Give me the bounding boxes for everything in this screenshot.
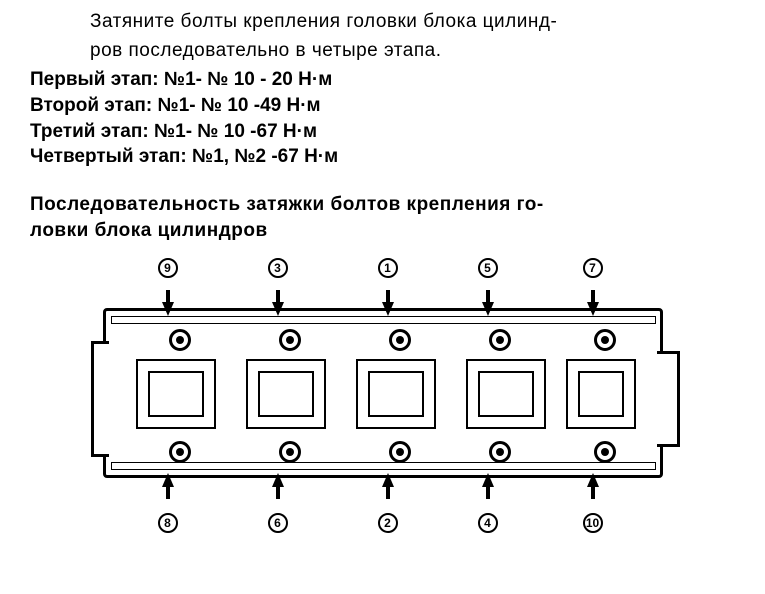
step-3-value: №1- № 10 -67 Н·м [154,121,317,142]
bolt-label-6: 6 [268,513,288,533]
arrow-down-icon [587,302,599,316]
bolt-label-4: 4 [478,513,498,533]
engine-block-outline [103,308,663,478]
sequence-title-line1: Последовательность затяжки болтов крепле… [30,192,745,218]
cylinder-2 [246,359,326,429]
cylinder-4 [466,359,546,429]
bolt-label-1: 1 [378,258,398,278]
arrow-up-icon [587,473,599,487]
step-2: Второй этап: №1- № 10 -49 Н·м [30,93,745,119]
bolt-label-7: 7 [583,258,603,278]
intro-text-line2: ров последовательно в четыре этапа. [90,39,745,64]
arrow-down-icon [272,302,284,316]
cylinder-3 [356,359,436,429]
arrow-down-icon [482,302,494,316]
bolt-label-10: 10 [583,513,603,533]
step-1: Первый этап: №1- № 10 - 20 Н·м [30,67,745,93]
bolt-hole-8 [169,441,191,463]
bolt-hole-4 [489,441,511,463]
bolt-label-2: 2 [378,513,398,533]
step-3-label: Третий этап: [30,121,149,142]
cylinder-5 [566,359,636,429]
arrow-up-icon [482,473,494,487]
bolt-label-9: 9 [158,258,178,278]
bolt-hole-10 [594,441,616,463]
step-3: Третий этап: №1- № 10 -67 Н·м [30,119,745,145]
step-4-label: Четвертый этап: [30,146,187,167]
bolt-hole-6 [279,441,301,463]
intro-text-line1: Затяните болты крепления головки блока ц… [90,10,745,35]
bolt-hole-9 [169,329,191,351]
step-2-value: №1- № 10 -49 Н·м [158,95,321,116]
bolt-label-3: 3 [268,258,288,278]
arrow-up-icon [272,473,284,487]
arrow-up-icon [382,473,394,487]
step-1-value: №1- № 10 - 20 Н·м [164,69,332,90]
step-2-label: Второй этап: [30,95,152,116]
cylinder-1 [136,359,216,429]
top-rail [111,316,656,324]
step-1-label: Первый этап: [30,69,159,90]
bolt-hole-1 [389,329,411,351]
bolt-hole-7 [594,329,616,351]
bottom-rail [111,462,656,470]
step-4-value: №1, №2 -67 Н·м [192,146,338,167]
bolt-sequence-diagram: 9 3 1 5 7 8 6 2 4 10 [83,258,683,538]
step-4: Четвертый этап: №1, №2 -67 Н·м [30,144,745,170]
sequence-title-line2: ловки блока цилиндров [30,218,745,244]
bolt-hole-2 [389,441,411,463]
bolt-label-8: 8 [158,513,178,533]
bolt-label-5: 5 [478,258,498,278]
bolt-hole-3 [279,329,301,351]
bolt-hole-5 [489,329,511,351]
arrow-down-icon [162,302,174,316]
arrow-up-icon [162,473,174,487]
arrow-down-icon [382,302,394,316]
